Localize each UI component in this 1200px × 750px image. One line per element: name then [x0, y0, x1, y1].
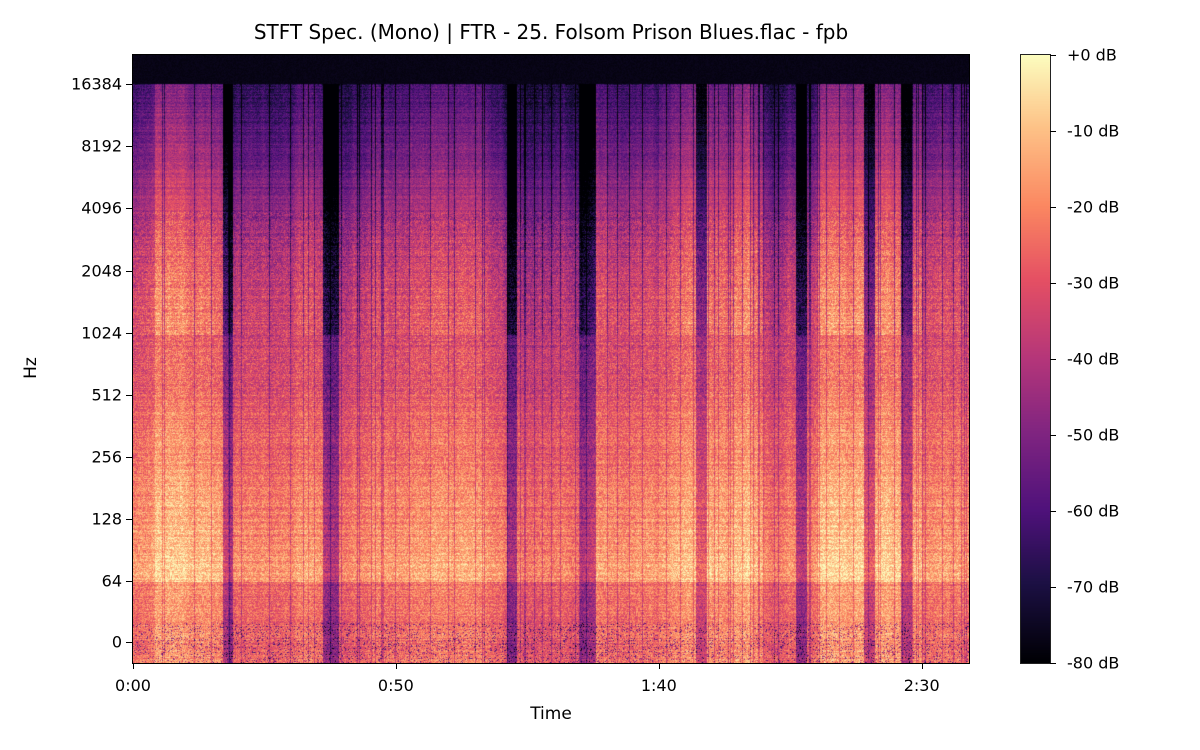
- y-tick-mark: [126, 456, 132, 458]
- x-tick-mark: [658, 663, 660, 669]
- y-tick-mark: [126, 518, 132, 520]
- y-tick-mark: [126, 208, 132, 210]
- x-tick-label: 2:30: [903, 676, 940, 695]
- y-tick-mark: [126, 146, 132, 148]
- y-tick-label: 4096: [81, 198, 122, 218]
- y-tick-label: 0: [111, 632, 122, 652]
- y-axis-label: Hz: [21, 357, 41, 379]
- x-tick-mark: [395, 663, 397, 669]
- x-axis-label: Time: [530, 704, 572, 724]
- colorbar: [1020, 54, 1051, 664]
- spectrogram-plot-area: [132, 54, 970, 664]
- x-tick-label: 0:50: [377, 676, 414, 695]
- y-tick-label: 1024: [81, 323, 122, 343]
- colorbar-tick-label: -20 dB: [1067, 197, 1120, 217]
- colorbar-tick-mark: [1050, 131, 1056, 132]
- colorbar-tick-label: -80 dB: [1067, 653, 1120, 673]
- colorbar-tick-label: -50 dB: [1067, 425, 1120, 445]
- colorbar-tick-mark: [1050, 587, 1056, 588]
- colorbar-tick-label: -30 dB: [1067, 273, 1120, 293]
- y-tick-label: 16384: [71, 74, 122, 94]
- colorbar-tick-mark: [1050, 55, 1056, 56]
- colorbar-tick-mark: [1050, 435, 1056, 436]
- x-tick-label: 0:00: [115, 676, 151, 695]
- y-tick-label: 64: [101, 571, 122, 591]
- colorbar-tick-label: -40 dB: [1067, 349, 1120, 369]
- y-tick-label: 512: [91, 385, 122, 405]
- colorbar-tick-label: -70 dB: [1067, 577, 1120, 597]
- y-tick-mark: [126, 332, 132, 334]
- colorbar-tick-label: -10 dB: [1067, 121, 1120, 141]
- colorbar-tick-mark: [1050, 359, 1056, 360]
- colorbar-tick-label: -60 dB: [1067, 501, 1120, 521]
- y-tick-label: 256: [91, 447, 122, 467]
- y-tick-mark: [126, 270, 132, 272]
- y-tick-mark: [126, 581, 132, 582]
- y-tick-mark: [126, 394, 132, 396]
- colorbar-tick-mark: [1050, 283, 1056, 284]
- y-tick-mark: [126, 642, 132, 643]
- y-tick-label: 8192: [81, 136, 122, 156]
- colorbar-tick-mark: [1050, 511, 1056, 512]
- y-tick-label: 128: [91, 509, 122, 529]
- spectrogram-heatmap: [133, 55, 969, 663]
- chart-title: STFT Spec. (Mono) | FTR - 25. Folsom Pri…: [253, 20, 849, 44]
- colorbar-tick-mark: [1050, 663, 1056, 664]
- y-tick-mark: [126, 84, 132, 86]
- colorbar-tick-mark: [1050, 207, 1056, 208]
- x-tick-mark: [133, 663, 134, 669]
- colorbar-tick-label: +0 dB: [1067, 45, 1117, 65]
- x-tick-label: 1:40: [640, 676, 677, 695]
- x-tick-mark: [921, 663, 923, 669]
- y-tick-label: 2048: [81, 261, 122, 280]
